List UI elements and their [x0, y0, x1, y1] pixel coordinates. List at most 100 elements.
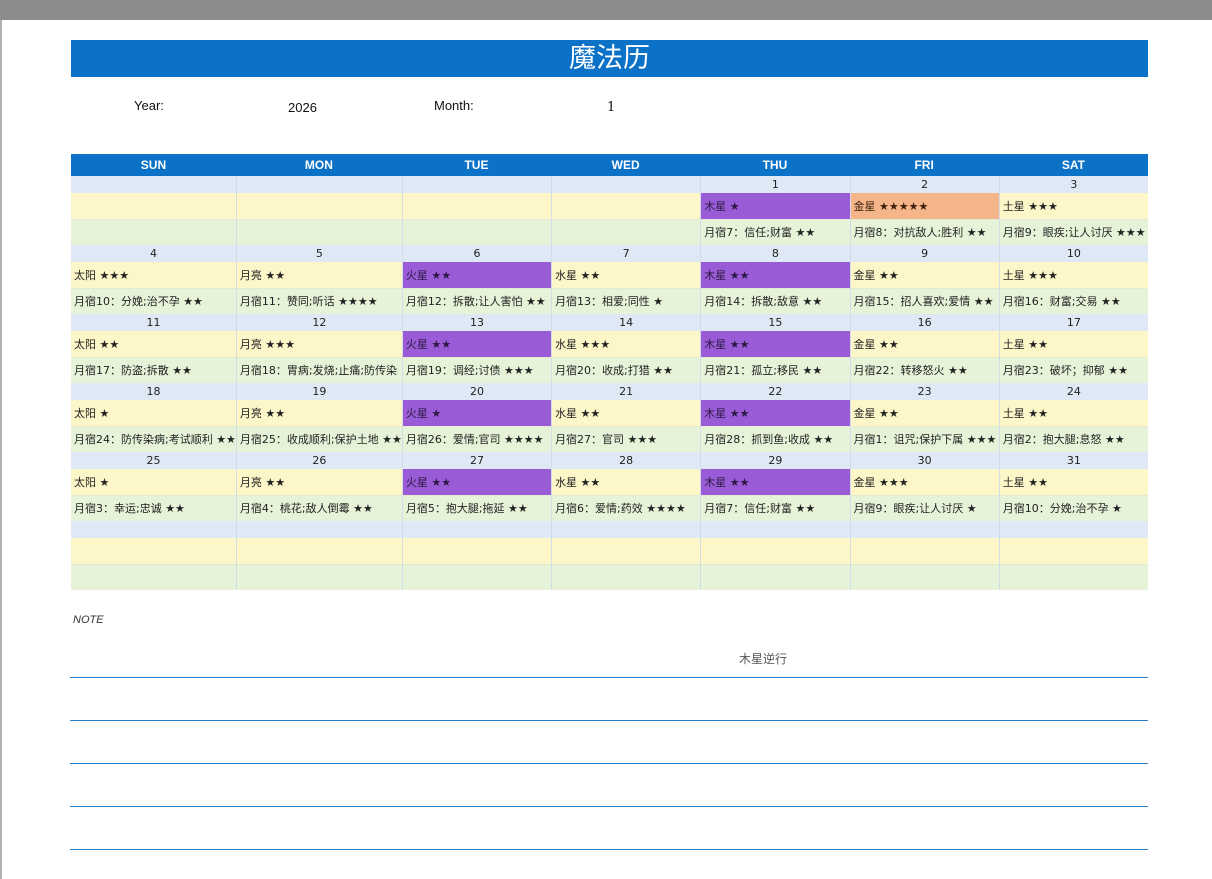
day-number: 17 — [999, 314, 1148, 331]
lunar-mansion-info: 月宿13：相爱;同性 ★ — [552, 289, 701, 314]
calendar-day-cell — [849, 521, 999, 590]
planet-rating — [850, 538, 999, 565]
calendar-grid: SUN MON TUE WED THU FRI SAT 1 木星 ★ 月宿7：信任;… — [71, 154, 1148, 590]
calendar-day-cell: 12 月亮 ★★★ 月宿18：胃病;发烧;止痛;防传染 — [235, 314, 402, 383]
lunar-mansion-info: 月宿2：抱大腿;息怒 ★★ — [999, 427, 1148, 452]
planet-rating — [402, 538, 552, 565]
note-line — [70, 763, 1148, 764]
month-value: 1 — [607, 100, 616, 115]
calendar-day-cell: 18 太阳 ★ 月宿24：防传染病;考试顺利 ★★ — [71, 383, 236, 452]
day-number: 23 — [850, 383, 999, 400]
lunar-mansion-info: 月宿26：爱情;官司 ★★★★ — [402, 427, 552, 452]
day-number: 10 — [999, 245, 1148, 262]
planet-rating: 木星 ★★ — [701, 331, 850, 358]
lunar-mansion-info: 月宿10：分娩;治不孕 ★ — [999, 496, 1148, 521]
planet-rating: 月亮 ★★★ — [236, 331, 402, 358]
lunar-mansion-info: 月宿9：眼疾;让人讨厌 ★★★ — [999, 220, 1148, 245]
year-label: Year: — [134, 98, 164, 113]
day-number — [999, 521, 1148, 538]
day-number: 5 — [236, 245, 402, 262]
calendar-day-cell: 28 水星 ★★ 月宿6：爱情;药效 ★★★★ — [551, 452, 701, 521]
lunar-mansion-info: 月宿4：桃花;敌人倒霉 ★★ — [236, 496, 402, 521]
calendar-day-cell — [235, 176, 402, 245]
day-number — [402, 176, 552, 193]
day-number: 21 — [552, 383, 701, 400]
lunar-mansion-info: 月宿28：抓到鱼;收成 ★★ — [701, 427, 850, 452]
day-number: 2 — [850, 176, 999, 193]
planet-rating: 木星 ★★ — [701, 262, 850, 289]
planet-rating: 土星 ★★ — [999, 400, 1148, 427]
day-number — [236, 176, 402, 193]
calendar-day-cell: 5 月亮 ★★ 月宿11：赞同;听话 ★★★★ — [235, 245, 402, 314]
calendar-day-cell — [235, 521, 402, 590]
calendar-day-cell — [551, 521, 701, 590]
lunar-mansion-info — [850, 565, 999, 590]
calendar-day-cell: 24 土星 ★★ 月宿2：抱大腿;息怒 ★★ — [998, 383, 1148, 452]
planet-rating: 木星 ★ — [701, 193, 850, 220]
planet-rating: 金星 ★★ — [850, 262, 999, 289]
day-number — [552, 176, 701, 193]
lunar-mansion-info: 月宿23：破坏；抑郁 ★★ — [999, 358, 1148, 383]
planet-rating — [552, 538, 701, 565]
planet-rating: 火星 ★ — [402, 400, 552, 427]
calendar-day-cell: 31 土星 ★★ 月宿10：分娩;治不孕 ★ — [998, 452, 1148, 521]
planet-rating: 土星 ★★ — [999, 469, 1148, 496]
day-number: 8 — [701, 245, 850, 262]
lunar-mansion-info: 月宿6：爱情;药效 ★★★★ — [552, 496, 701, 521]
calendar-day-cell: 11 太阳 ★★ 月宿17：防盗;拆散 ★★ — [71, 314, 236, 383]
day-number: 18 — [71, 383, 236, 400]
day-number: 28 — [552, 452, 701, 469]
day-number: 19 — [236, 383, 402, 400]
planet-rating — [999, 538, 1148, 565]
planet-rating: 月亮 ★★ — [236, 469, 402, 496]
lunar-mansion-info: 月宿16：财富;交易 ★★ — [999, 289, 1148, 314]
lunar-mansion-info — [999, 565, 1148, 590]
planet-rating — [71, 538, 236, 565]
lunar-mansion-info — [402, 220, 552, 245]
planet-rating: 土星 ★★ — [999, 331, 1148, 358]
day-number: 4 — [71, 245, 236, 262]
lunar-mansion-info — [71, 565, 236, 590]
day-number: 1 — [701, 176, 850, 193]
lunar-mansion-info: 月宿27：官司 ★★★ — [552, 427, 701, 452]
lunar-mansion-info: 月宿21：孤立;移民 ★★ — [701, 358, 850, 383]
note-line — [70, 806, 1148, 807]
lunar-mansion-info: 月宿8：对抗敌人;胜利 ★★ — [850, 220, 999, 245]
day-number — [236, 521, 402, 538]
lunar-mansion-info: 月宿10：分娩;治不孕 ★★ — [71, 289, 236, 314]
lunar-mansion-info: 月宿7：信任;财富 ★★ — [701, 496, 850, 521]
calendar-day-cell: 10 土星 ★★★ 月宿16：财富;交易 ★★ — [998, 245, 1148, 314]
planet-rating — [402, 193, 552, 220]
calendar-day-cell: 6 火星 ★★ 月宿12：拆散;让人害怕 ★★ — [401, 245, 552, 314]
planet-rating: 金星 ★★ — [850, 331, 999, 358]
calendar-day-cell: 14 水星 ★★★ 月宿20：收成;打猎 ★★ — [551, 314, 701, 383]
planet-rating — [236, 193, 402, 220]
day-number: 3 — [999, 176, 1148, 193]
weekday-header-sat: SAT — [998, 154, 1148, 176]
calendar-day-cell: 22 木星 ★★ 月宿28：抓到鱼;收成 ★★ — [700, 383, 850, 452]
planet-rating: 水星 ★★ — [552, 400, 701, 427]
planet-rating: 火星 ★★ — [402, 331, 552, 358]
calendar-day-cell: 15 木星 ★★ 月宿21：孤立;移民 ★★ — [700, 314, 850, 383]
day-number: 30 — [850, 452, 999, 469]
viewer-top-bar — [0, 0, 1212, 20]
lunar-mansion-info: 月宿5：抱大腿;拖延 ★★ — [402, 496, 552, 521]
planet-rating: 金星 ★★★★★ — [850, 193, 999, 220]
lunar-mansion-info: 月宿24：防传染病;考试顺利 ★★ — [71, 427, 236, 452]
calendar-day-cell: 1 木星 ★ 月宿7：信任;财富 ★★ — [700, 176, 850, 245]
weekday-header-thu: THU — [700, 154, 850, 176]
day-number: 16 — [850, 314, 999, 331]
year-value: 2026 — [288, 100, 317, 115]
day-number: 15 — [701, 314, 850, 331]
calendar-day-cell: 7 水星 ★★ 月宿13：相爱;同性 ★ — [551, 245, 701, 314]
day-number — [402, 521, 552, 538]
weekday-header-fri: FRI — [849, 154, 999, 176]
calendar-day-cell: 19 月亮 ★★ 月宿25：收成顺利;保护土地 ★★ — [235, 383, 402, 452]
calendar-day-cell: 16 金星 ★★ 月宿22：转移怒火 ★★ — [849, 314, 999, 383]
lunar-mansion-info — [71, 220, 236, 245]
lunar-mansion-info: 月宿25：收成顺利;保护土地 ★★ — [236, 427, 402, 452]
day-number — [701, 521, 850, 538]
day-number: 11 — [71, 314, 236, 331]
note-text: 木星逆行 — [739, 652, 788, 666]
lunar-mansion-info — [552, 220, 701, 245]
